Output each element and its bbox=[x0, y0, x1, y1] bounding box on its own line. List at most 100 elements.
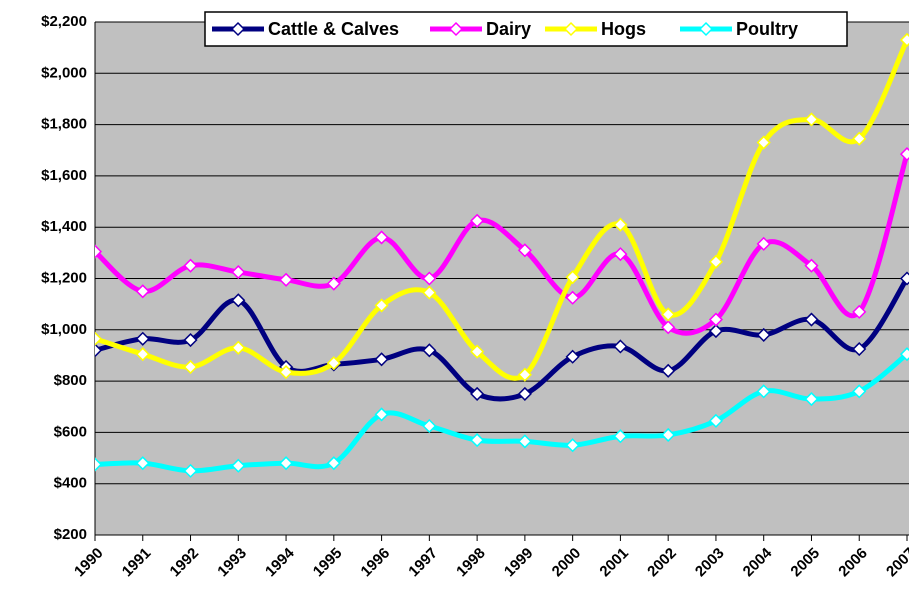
point-marker bbox=[135, 331, 150, 346]
point-marker bbox=[899, 271, 909, 286]
point-marker bbox=[278, 365, 294, 380]
point-marker bbox=[613, 217, 628, 232]
point-marker bbox=[852, 131, 867, 146]
point-marker bbox=[374, 298, 389, 313]
point-marker bbox=[852, 341, 867, 357]
point-marker bbox=[708, 312, 724, 327]
point-marker bbox=[278, 456, 294, 471]
legend-label: Cattle & Calves bbox=[268, 19, 399, 39]
point-marker bbox=[183, 463, 198, 478]
point-marker bbox=[708, 324, 724, 339]
legend-marker bbox=[563, 21, 579, 37]
legend-marker bbox=[698, 21, 714, 37]
point-marker bbox=[804, 112, 819, 127]
point-marker bbox=[95, 343, 103, 358]
x-tick-label: 2002 bbox=[644, 545, 680, 581]
point-marker bbox=[661, 427, 676, 443]
point-marker bbox=[899, 347, 909, 362]
point-marker bbox=[565, 349, 580, 364]
legend-label: Hogs bbox=[601, 19, 646, 39]
point-marker bbox=[852, 384, 867, 399]
x-tick-label: 1995 bbox=[310, 545, 346, 581]
point-marker bbox=[804, 312, 819, 327]
point-marker bbox=[231, 458, 246, 473]
point-marker bbox=[565, 290, 580, 305]
point-marker bbox=[231, 340, 246, 355]
y-tick-label: $2,200 bbox=[41, 13, 87, 30]
x-tick-label: 2001 bbox=[596, 545, 632, 581]
x-tick-label: 2004 bbox=[740, 544, 776, 580]
point-marker bbox=[613, 429, 628, 444]
y-tick-label: $1,400 bbox=[41, 218, 87, 235]
point-marker bbox=[278, 272, 294, 287]
point-marker bbox=[183, 359, 198, 375]
legend-label: Poultry bbox=[736, 19, 798, 39]
point-marker bbox=[708, 254, 724, 269]
y-tick-label: $1,200 bbox=[41, 269, 87, 286]
legend-marker bbox=[230, 21, 246, 37]
x-tick-label: 1992 bbox=[167, 545, 203, 581]
point-marker bbox=[422, 285, 437, 300]
x-tick-label: 1998 bbox=[453, 545, 489, 581]
point-marker bbox=[565, 438, 580, 453]
point-marker bbox=[95, 457, 103, 472]
point-marker bbox=[231, 265, 246, 280]
point-marker bbox=[374, 230, 389, 245]
point-marker bbox=[517, 434, 532, 449]
point-marker bbox=[565, 270, 580, 285]
point-marker bbox=[708, 413, 724, 428]
point-marker bbox=[374, 407, 389, 422]
x-tick-label: 1999 bbox=[501, 545, 537, 581]
legend-label: Dairy bbox=[486, 19, 531, 39]
point-marker bbox=[470, 213, 485, 228]
x-tick-label: 1991 bbox=[119, 545, 155, 581]
point-marker bbox=[470, 386, 485, 401]
point-marker bbox=[852, 304, 867, 319]
point-marker bbox=[613, 339, 628, 354]
x-tick-label: 1994 bbox=[262, 544, 298, 580]
x-tick-label: 1997 bbox=[405, 545, 441, 581]
point-marker bbox=[326, 456, 341, 471]
point-marker bbox=[517, 386, 532, 401]
point-marker bbox=[613, 247, 628, 262]
point-marker bbox=[95, 244, 103, 259]
point-marker bbox=[374, 352, 389, 367]
y-tick-label: $800 bbox=[54, 372, 87, 389]
point-marker bbox=[326, 276, 341, 291]
point-marker bbox=[470, 433, 485, 448]
y-tick-label: $400 bbox=[54, 475, 87, 492]
point-marker bbox=[231, 293, 246, 308]
y-tick-label: $1,000 bbox=[41, 321, 87, 338]
point-marker bbox=[135, 347, 150, 362]
legend-marker bbox=[448, 21, 464, 37]
point-marker bbox=[899, 147, 909, 162]
point-marker bbox=[756, 327, 771, 342]
point-marker bbox=[517, 367, 532, 382]
point-marker bbox=[661, 363, 676, 378]
point-marker bbox=[756, 135, 771, 150]
series-layer bbox=[95, 32, 909, 478]
x-tick-label: 1993 bbox=[214, 545, 250, 581]
point-marker bbox=[95, 331, 103, 346]
x-tick-label: 2007 bbox=[883, 545, 909, 581]
point-marker bbox=[422, 418, 437, 434]
point-marker bbox=[661, 320, 676, 335]
y-tick-label: $1,600 bbox=[41, 167, 87, 184]
point-marker bbox=[661, 307, 676, 322]
y-tick-label: $200 bbox=[54, 526, 87, 543]
point-marker bbox=[804, 391, 819, 407]
point-marker bbox=[326, 356, 341, 371]
x-tick-label: 2006 bbox=[835, 545, 871, 581]
point-marker bbox=[135, 284, 150, 299]
point-marker bbox=[804, 258, 819, 273]
point-marker bbox=[756, 236, 771, 251]
point-marker bbox=[517, 243, 532, 258]
point-marker bbox=[422, 343, 437, 358]
point-marker bbox=[422, 271, 437, 286]
x-tick-label: 2000 bbox=[549, 545, 585, 581]
y-tick-label: $1,800 bbox=[41, 116, 87, 133]
point-marker bbox=[899, 32, 909, 48]
x-tick-label: 2005 bbox=[787, 545, 823, 581]
x-tick-label: 1996 bbox=[358, 545, 394, 581]
